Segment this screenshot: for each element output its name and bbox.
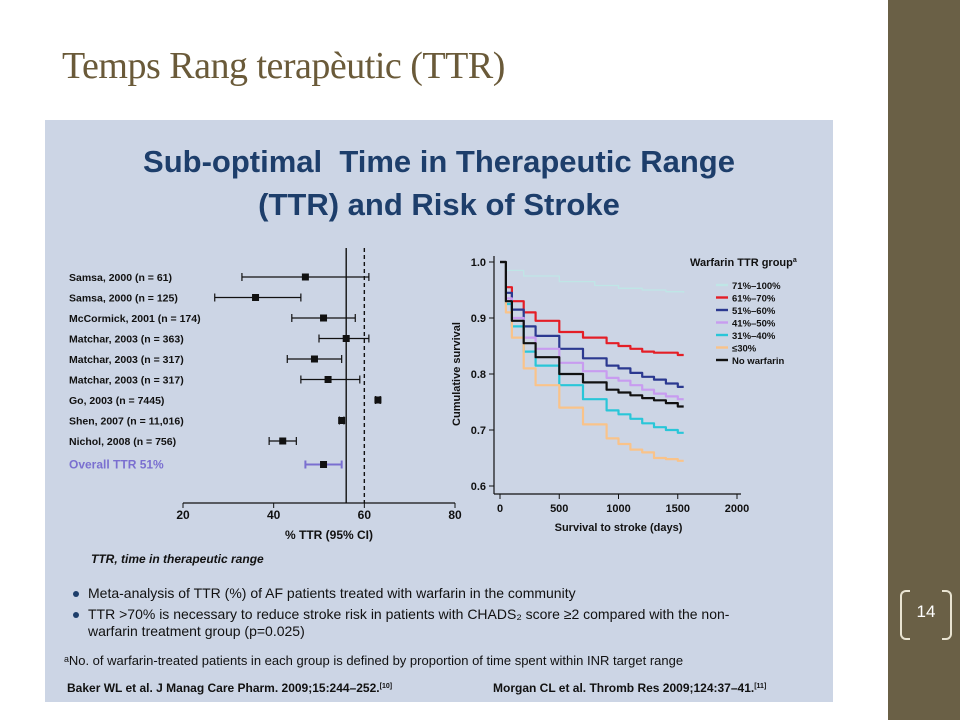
km-x-tick-label: 1500 xyxy=(666,503,690,515)
km-legend-title-sup: a xyxy=(793,257,797,264)
km-legend-label: 31%–40% xyxy=(732,331,776,342)
forest-x-tick-label: 80 xyxy=(448,508,462,522)
forest-point-estimate xyxy=(279,437,287,445)
bullet-dot-2 xyxy=(73,612,79,618)
page-number: 14 xyxy=(916,602,936,621)
forest-study-label: Matchar, 2003 (n = 317) xyxy=(69,375,184,387)
km-series-line xyxy=(500,260,684,462)
km-y-tick-label: 0.9 xyxy=(471,313,486,325)
figure-svg: Sub-optimal Time in Therapeutic Range (T… xyxy=(45,120,833,702)
forest-overall-point xyxy=(320,461,328,468)
km-x-tick-label: 1000 xyxy=(606,503,630,515)
km-y-tick-label: 1.0 xyxy=(471,257,486,269)
forest-study-label: McCormick, 2001 (n = 174) xyxy=(69,313,201,325)
forest-study-label: Samsa, 2000 (n = 125) xyxy=(69,293,178,305)
figure-panel: Sub-optimal Time in Therapeutic Range (T… xyxy=(45,120,833,702)
forest-plot: 20 40 60 80 % TTR (95% CI) Samsa, 2000 (n = 6… xyxy=(69,248,462,542)
forest-study-label: Matchar, 2003 (n = 317) xyxy=(69,354,184,366)
forest-x-axis-label: % TTR (95% CI) xyxy=(285,528,373,542)
forest-x-tick-label: 40 xyxy=(267,508,281,522)
forest-overall-label: Overall TTR 51% xyxy=(69,458,164,472)
km-x-tick-label: 0 xyxy=(497,503,503,515)
km-series-line xyxy=(500,261,685,293)
slide-title: Temps Rang terapèutic (TTR) xyxy=(62,45,505,87)
forest-point-estimate xyxy=(374,396,382,404)
km-x-axis-label: Survival to stroke (days) xyxy=(555,522,683,534)
forest-study-label: Matchar, 2003 (n = 363) xyxy=(69,334,184,346)
reference-right: Morgan CL et al. Thromb Res 2009;124:37–… xyxy=(493,681,766,695)
km-legend-label: ≤30% xyxy=(732,344,757,355)
forest-study-label: Samsa, 2000 (n = 61) xyxy=(69,272,172,284)
page-number-box: 14 xyxy=(900,590,952,640)
reference-left-sup: [10] xyxy=(380,683,392,690)
km-x-tick-label: 2000 xyxy=(725,503,749,515)
bullet-dot-1 xyxy=(73,591,79,597)
reference-left: Baker WL et al. J Manag Care Pharm. 2009… xyxy=(67,681,392,695)
km-y-tick-label: 0.7 xyxy=(471,425,486,437)
forest-study-label: Shen, 2007 (n = 11,016) xyxy=(69,416,184,428)
forest-point-estimate xyxy=(324,376,332,383)
forest-point-estimate xyxy=(338,417,346,424)
bullet-1: Meta-analysis of TTR (%) of AF patients … xyxy=(88,585,576,601)
panel-title-line1: Sub-optimal Time in Therapeutic Range xyxy=(143,144,735,179)
km-legend-label: 41%–50% xyxy=(732,319,776,330)
reference-right-text: Morgan CL et al. Thromb Res 2009;124:37–… xyxy=(493,681,754,695)
panel-title-line2: (TTR) and Risk of Stroke xyxy=(258,187,620,222)
panel-background xyxy=(45,120,833,702)
km-series-line xyxy=(500,260,684,357)
forest-point-estimate xyxy=(320,314,328,322)
forest-study-label: Nichol, 2008 (n = 756) xyxy=(69,436,176,448)
forest-x-tick-label: 60 xyxy=(358,508,372,522)
forest-point-estimate xyxy=(252,294,260,301)
bullet-2-continued: warfarin treatment group (p=0.025) xyxy=(87,623,305,639)
km-legend-title-text: Warfarin TTR group xyxy=(690,257,793,269)
forest-point-estimate xyxy=(301,273,309,281)
km-legend-title: Warfarin TTR groupa xyxy=(690,257,797,269)
bracket-left xyxy=(900,590,910,640)
reference-left-text: Baker WL et al. J Manag Care Pharm. 2009… xyxy=(67,681,380,695)
km-legend-label: 51%–60% xyxy=(732,306,776,317)
km-series-line xyxy=(500,260,684,388)
forest-x-tick-label: 20 xyxy=(176,508,190,522)
km-y-tick-label: 0.8 xyxy=(471,369,486,381)
km-x-tick-label: 500 xyxy=(550,503,568,515)
forest-point-estimate xyxy=(342,335,350,342)
forest-point-estimate xyxy=(310,355,318,363)
km-legend-label: No warfarin xyxy=(732,356,784,367)
footnote: ᵃNo. of warfarin-treated patients in eac… xyxy=(64,653,683,668)
km-y-axis-label: Cumulative survival xyxy=(451,322,463,426)
km-series-line xyxy=(500,260,684,408)
km-series-line xyxy=(500,260,684,401)
km-legend-label: 71%–100% xyxy=(732,281,781,292)
forest-study-label: Go, 2003 (n = 7445) xyxy=(69,395,164,407)
survival-chart: 0.6 0.7 0.8 0.9 1.0 0 500 1000 1500 2000 Survival … xyxy=(451,256,797,534)
km-legend-label: 61%–70% xyxy=(732,294,776,305)
reference-right-sup: [11] xyxy=(754,683,766,690)
km-y-tick-label: 0.6 xyxy=(471,481,486,493)
bracket-right xyxy=(942,590,952,640)
km-series-line xyxy=(500,260,684,434)
forest-caption: TTR, time in therapeutic range xyxy=(91,552,264,566)
bullet-2: TTR >70% is necessary to reduce stroke r… xyxy=(88,606,730,622)
